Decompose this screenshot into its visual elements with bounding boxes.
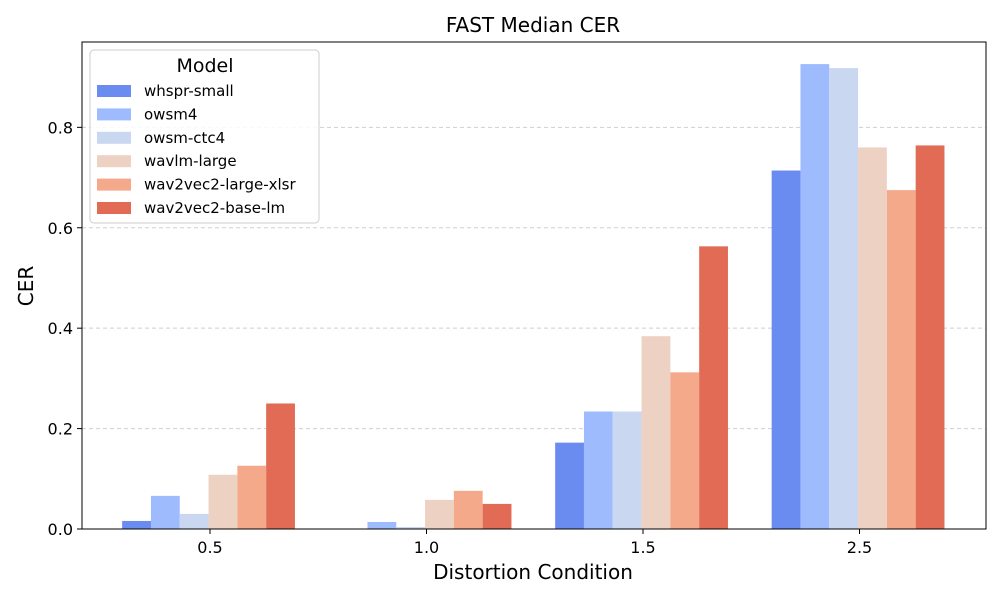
legend: Model whspr-small owsm4 owsm-ctc4 wavlm-lar… xyxy=(89,49,320,224)
legend-label: wav2vec2-base-lm xyxy=(144,199,285,217)
legend-label: whspr-small xyxy=(144,82,234,100)
bar-whspr-small-2.5 xyxy=(771,170,801,529)
plot-frame xyxy=(81,41,987,530)
y-tick-label: 0.0 xyxy=(48,520,73,539)
y-tick-label: 0.8 xyxy=(48,118,73,137)
x-tick-label: 2.5 xyxy=(847,538,872,557)
x-axis-ticks: 0.5 1.0 1.5 2.5 xyxy=(197,529,872,557)
x-tick-label: 1.0 xyxy=(414,538,439,557)
bar-wav2vec2-base-lm-2.5 xyxy=(915,145,945,529)
bar-wavlm-large-1.5 xyxy=(641,336,671,529)
legend-title: Model xyxy=(176,55,233,77)
bar-wavlm-large-1.0 xyxy=(425,499,454,529)
legend-label: wavlm-large xyxy=(144,152,237,170)
x-tick-label: 0.5 xyxy=(197,538,222,557)
bar-owsm-ctc4-1.5 xyxy=(612,411,642,529)
y-axis-title: CER xyxy=(14,266,38,307)
bar-owsm-ctc4-2.5 xyxy=(829,68,859,530)
legend-label: owsm4 xyxy=(144,105,197,123)
bar-whspr-small-1.5 xyxy=(555,442,584,529)
bar-wavlm-large-2.5 xyxy=(858,147,887,529)
bars xyxy=(122,64,945,530)
bar-owsm4-0.5 xyxy=(150,495,180,529)
y-tick-label: 0.4 xyxy=(48,319,73,338)
y-tick-label: 0.6 xyxy=(48,219,73,238)
bar-wav2vec2-base-lm-0.5 xyxy=(266,403,295,529)
bar-wav2vec2-large-xlsr-0.5 xyxy=(237,465,267,529)
bar-wav2vec2-large-xlsr-1.5 xyxy=(670,372,700,529)
bar-whspr-small-0.5 xyxy=(122,520,151,529)
bar-owsm-ctc4-0.5 xyxy=(179,513,209,529)
bar-owsm4-1.5 xyxy=(583,411,613,529)
legend-swatch xyxy=(97,85,131,97)
bar-wav2vec2-base-lm-1.0 xyxy=(482,503,512,529)
y-axis-ticks: 0.0 0.2 0.4 0.6 0.8 xyxy=(48,118,82,539)
legend-swatch xyxy=(97,202,131,214)
x-tick-label: 1.5 xyxy=(630,538,655,557)
legend-label: wav2vec2-large-xlsr xyxy=(144,176,296,194)
bar-owsm4-1.0 xyxy=(367,521,397,529)
x-axis-title: Distortion Condition xyxy=(433,560,633,584)
legend-label: owsm-ctc4 xyxy=(144,129,225,147)
legend-swatch xyxy=(97,178,131,191)
legend-swatch xyxy=(97,155,131,168)
legend-swatch xyxy=(97,108,131,121)
bar-owsm4-2.5 xyxy=(800,64,830,529)
legend-swatch xyxy=(97,131,131,144)
bar-wavlm-large-0.5 xyxy=(208,474,238,529)
bar-owsm-ctc4-1.0 xyxy=(396,526,426,529)
legend-box xyxy=(89,49,320,224)
bar-wav2vec2-base-lm-1.5 xyxy=(699,246,728,529)
bar-wav2vec2-large-xlsr-1.0 xyxy=(453,490,483,529)
chart-title: FAST Median CER xyxy=(446,13,620,37)
y-tick-label: 0.2 xyxy=(48,420,73,439)
bar-wav2vec2-large-xlsr-2.5 xyxy=(886,190,916,529)
